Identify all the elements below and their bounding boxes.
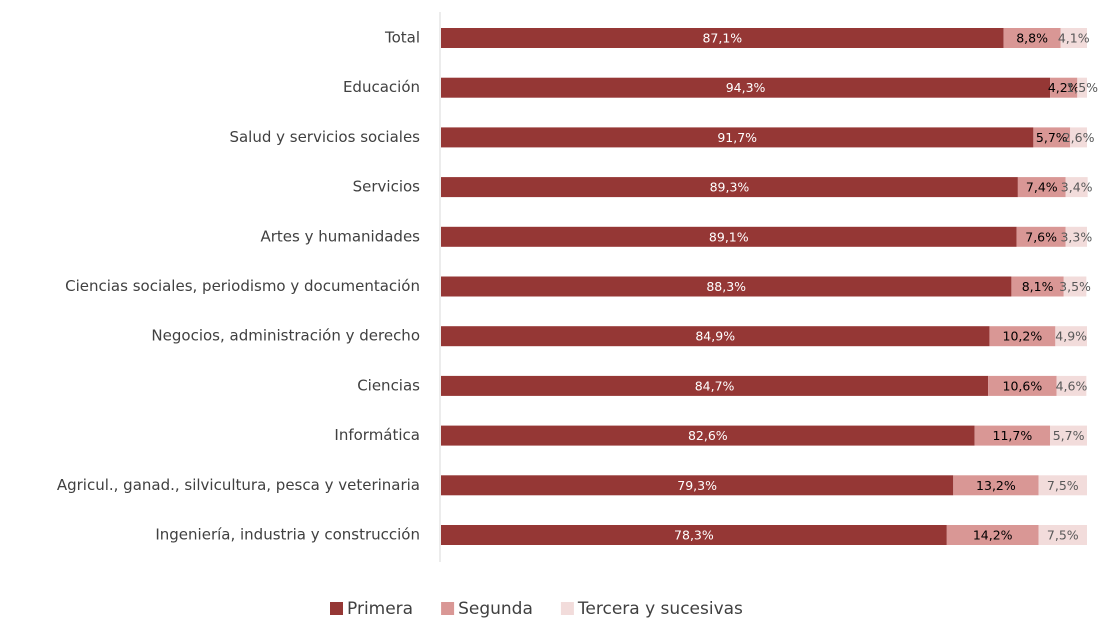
- legend-swatch: [560, 602, 574, 615]
- bar-segment: [1055, 326, 1087, 347]
- category-label: Agricul., ganad., silvicultura, pesca y …: [57, 476, 420, 494]
- value-label: 4,6%: [1056, 378, 1088, 393]
- legend-label: Tercera y sucesivas: [577, 599, 743, 619]
- value-label: 3,3%: [1060, 229, 1092, 244]
- value-label: 78,3%: [674, 528, 714, 543]
- value-label: 94,3%: [726, 80, 766, 95]
- value-label: 82,6%: [688, 428, 728, 443]
- bar-segment: [441, 77, 1051, 98]
- value-label: 7,5%: [1047, 478, 1079, 493]
- legend-swatch: [330, 602, 343, 615]
- bar-segment: [441, 375, 989, 396]
- value-label: 84,9%: [695, 329, 735, 344]
- value-label: 89,3%: [710, 180, 750, 195]
- value-label: 7,4%: [1026, 180, 1058, 195]
- bar-segment: [989, 326, 1056, 347]
- bar-segment: [1070, 127, 1087, 148]
- bar-segment: [1065, 226, 1087, 247]
- legend-label: Segunda: [458, 599, 533, 619]
- value-label: 5,7%: [1053, 428, 1085, 443]
- value-label: 87,1%: [702, 31, 742, 46]
- value-label: 4,1%: [1058, 31, 1090, 46]
- value-label: 84,7%: [695, 378, 735, 393]
- value-label: 8,8%: [1016, 31, 1048, 46]
- bar-segment: [1011, 276, 1064, 297]
- bar-segment: [441, 326, 990, 347]
- value-label: 3,5%: [1059, 279, 1091, 294]
- legend-label: Primera: [347, 599, 413, 619]
- bar-segment: [946, 525, 1039, 545]
- bar-segment: [1017, 177, 1066, 198]
- value-label: 10,2%: [1003, 329, 1043, 344]
- category-label: Educación: [343, 78, 420, 96]
- bar-segment: [1050, 77, 1078, 98]
- category-label: Negocios, administración y derecho: [151, 327, 420, 345]
- category-label: Ingeniería, industria y construcción: [155, 526, 420, 544]
- bar-segment: [1063, 276, 1087, 297]
- value-label: 89,1%: [709, 229, 749, 244]
- value-label: 79,3%: [677, 478, 717, 493]
- category-label: Informática: [334, 426, 420, 444]
- bar-segment: [1077, 77, 1087, 98]
- bar-segment: [441, 425, 975, 446]
- bar-segment: [974, 425, 1051, 446]
- bar-segment: [1065, 177, 1088, 198]
- value-label: 88,3%: [706, 279, 746, 294]
- bar-segment: [988, 375, 1057, 396]
- value-label: 7,6%: [1025, 229, 1057, 244]
- bar-segment: [1050, 425, 1087, 446]
- value-label: 13,2%: [976, 478, 1016, 493]
- bar-segment: [441, 28, 1004, 48]
- bar-segment: [1056, 375, 1087, 396]
- value-label: 5,7%: [1036, 130, 1068, 145]
- value-label: 4,9%: [1055, 329, 1087, 344]
- bar-segment: [1038, 525, 1087, 545]
- bar-segment: [1016, 226, 1066, 247]
- category-label: Servicios: [353, 178, 421, 196]
- bar-segment: [441, 475, 954, 496]
- category-label: Ciencias sociales, periodismo y document…: [65, 277, 420, 295]
- bar-segment: [953, 475, 1039, 496]
- bar-segment: [1003, 28, 1061, 48]
- bar-segment: [1060, 28, 1087, 48]
- value-label: 1,5%: [1066, 80, 1098, 95]
- category-label: Ciencias: [357, 376, 420, 394]
- bar-segment: [441, 525, 947, 545]
- value-label: 2,6%: [1063, 130, 1095, 145]
- category-label: Artes y humanidades: [260, 227, 420, 245]
- value-label: 10,6%: [1003, 378, 1043, 393]
- bar-segment: [441, 276, 1012, 297]
- category-label: Salud y servicios sociales: [229, 128, 420, 146]
- bar-segment: [1033, 127, 1071, 148]
- value-label: 7,5%: [1047, 528, 1079, 543]
- value-label: 4,2%: [1048, 80, 1080, 95]
- value-label: 11,7%: [993, 428, 1033, 443]
- bar-segment: [441, 226, 1017, 247]
- value-label: 3,4%: [1061, 180, 1093, 195]
- category-label: Total: [384, 29, 420, 47]
- value-label: 91,7%: [717, 130, 757, 145]
- bar-segment: [441, 127, 1034, 148]
- value-label: 8,1%: [1022, 279, 1054, 294]
- bar-segment: [441, 177, 1018, 198]
- legend-swatch: [441, 602, 455, 615]
- bar-segment: [1038, 475, 1087, 496]
- value-label: 14,2%: [973, 528, 1013, 543]
